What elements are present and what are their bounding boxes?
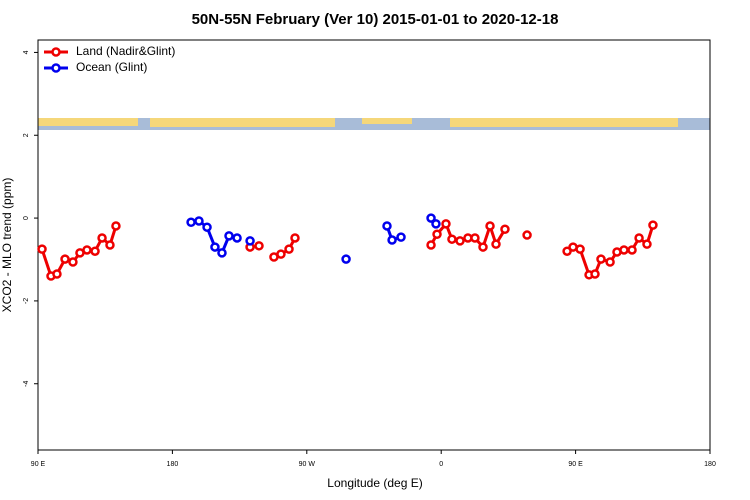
data-point [441, 219, 451, 229]
data-point [194, 216, 204, 226]
data-point [210, 242, 220, 252]
legend-label: Ocean (Glint) [76, 60, 147, 74]
x-tick-label: 90 W [299, 461, 316, 468]
data-point [575, 244, 585, 254]
x-tick-label: 90 E [568, 461, 583, 468]
y-axis-label: XCO2 - MLO trend (ppm) [0, 178, 14, 313]
y-tick-label: -4 [23, 381, 30, 387]
data-point [202, 222, 212, 232]
series-line [40, 221, 655, 278]
x-tick-label: 90 E [31, 461, 46, 468]
map-strip [38, 118, 710, 130]
data-point [396, 232, 406, 242]
data-point [52, 269, 62, 279]
chart-title: 50N-55N February (Ver 10) 2015-01-01 to … [192, 11, 559, 28]
data-point [217, 248, 227, 258]
data-point [387, 235, 397, 245]
data-point [284, 244, 294, 254]
data-point [522, 230, 532, 240]
data-point [491, 239, 501, 249]
data-point [478, 242, 488, 252]
data-point [642, 239, 652, 249]
data-point [562, 246, 572, 256]
data-point [590, 269, 600, 279]
data-point [432, 229, 442, 239]
data-point [605, 257, 615, 267]
data-point [60, 254, 70, 264]
data-point [37, 244, 47, 254]
land-band [38, 118, 138, 126]
x-axis-label: Longitude (deg E) [327, 476, 422, 490]
data-point [276, 249, 286, 259]
data-point [447, 234, 457, 244]
land-band [450, 118, 678, 127]
data-point [634, 233, 644, 243]
data-point [97, 233, 107, 243]
data-point [90, 246, 100, 256]
legend-marker [51, 63, 61, 73]
land-band [150, 118, 335, 127]
data-point [596, 254, 606, 264]
data-point [105, 240, 115, 250]
data-point [232, 233, 242, 243]
y-tick-label: 2 [23, 133, 30, 137]
data-point [341, 254, 351, 264]
data-point [82, 245, 92, 255]
legend-marker [51, 47, 61, 57]
data-point [619, 245, 629, 255]
y-tick-label: 4 [23, 50, 30, 54]
data-point [455, 236, 465, 246]
data-point [68, 257, 78, 267]
data-point [627, 245, 637, 255]
data-point [290, 233, 300, 243]
data-point [426, 240, 436, 250]
data-point [470, 233, 480, 243]
data-point [111, 221, 121, 231]
data-point [186, 217, 196, 227]
x-tick-label: 0 [439, 461, 443, 468]
data-point [382, 221, 392, 231]
data-point [245, 236, 255, 246]
plot-frame [37, 39, 711, 451]
y-tick-label: -2 [23, 298, 30, 304]
data-point [500, 224, 510, 235]
data-point [648, 220, 658, 230]
x-tick-label: 180 [167, 461, 179, 468]
y-tick-label: 0 [23, 216, 30, 220]
legend-label: Land (Nadir&Glint) [76, 44, 175, 58]
land-band [362, 118, 412, 124]
data-point [431, 219, 441, 229]
data-point [254, 241, 264, 251]
data-point [485, 221, 495, 231]
x-tick-label: 180 [704, 461, 716, 468]
data-point [224, 231, 234, 241]
data-point [426, 213, 436, 223]
